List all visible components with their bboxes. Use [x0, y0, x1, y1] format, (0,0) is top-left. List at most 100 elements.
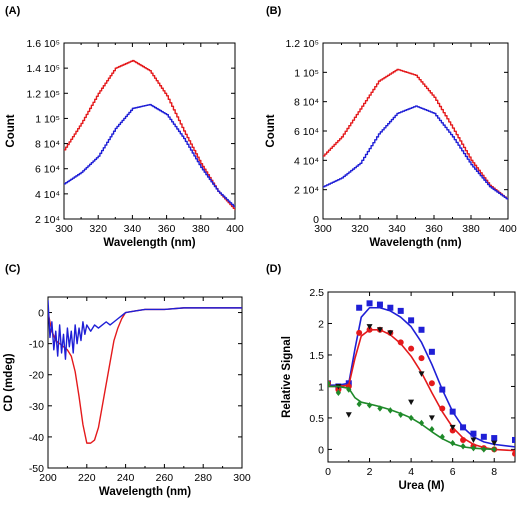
data-point-square	[470, 430, 477, 437]
data-point-square	[408, 317, 415, 324]
x-axis-label: Urea (M)	[398, 480, 444, 492]
y-axis-label: Relative Signal	[281, 336, 293, 418]
y-tick-label: 2 10⁴	[35, 214, 60, 226]
data-point-square	[512, 436, 515, 443]
data-point-square	[460, 424, 467, 431]
y-tick-label: -50	[29, 463, 44, 475]
data-point-triangle	[428, 415, 435, 421]
data-point-square	[439, 386, 446, 393]
panel-label: (A)	[5, 5, 21, 17]
panel-a: (A) 300 320 340 360 380 400 2 10⁴ 4 10⁴ 6 10⁴ 8 10…	[5, 5, 244, 249]
x-tick-label: 4	[408, 466, 414, 478]
data-point-square	[449, 408, 456, 415]
data-point-square	[428, 348, 435, 355]
series-line-0	[64, 59, 235, 211]
y-tick-label: 6 10⁴	[35, 164, 60, 176]
data-point-diamond	[398, 411, 404, 418]
y-tick-label: 8 10⁴	[35, 139, 60, 151]
y-tick-label: -40	[29, 432, 44, 444]
data-point-diamond	[356, 400, 362, 408]
panel-label: (D)	[266, 263, 282, 275]
panel-c: (C) 200 220 240 260 280 300 0 -10 -20 -30 -40 -50 Wav…	[3, 263, 251, 498]
x-tick-label: 8	[491, 466, 497, 478]
data-point-circle	[439, 405, 446, 412]
data-point-square	[480, 433, 487, 440]
y-tick-label: 2.5	[309, 287, 324, 299]
x-tick-label: 300	[55, 223, 73, 235]
data-point-triangle	[449, 424, 456, 431]
x-axis-label: Wavelength (nm)	[103, 237, 195, 249]
y-tick-label: 8 10⁴	[294, 97, 319, 109]
y-tick-label: 0.5	[309, 413, 324, 425]
x-tick-label: 6	[450, 466, 456, 478]
y-tick-label: 1	[318, 381, 324, 393]
y-tick-label: 2	[318, 318, 324, 330]
data-point-diamond	[460, 443, 466, 450]
plot-frame	[327, 291, 516, 463]
y-axis-label: Count	[265, 114, 277, 147]
y-tick-label: 1.2 10⁵	[26, 88, 60, 100]
panel-label: (B)	[266, 5, 282, 17]
fit-line-1	[328, 328, 515, 452]
y-tick-label: 1.4 10⁵	[26, 63, 60, 75]
data-point-triangle	[366, 324, 373, 330]
y-tick-label: 4 10⁴	[35, 189, 60, 201]
data-point-diamond	[429, 426, 435, 433]
data-point-square	[366, 300, 373, 307]
y-tick-label: 0	[38, 308, 44, 320]
data-point-square	[376, 301, 383, 308]
x-tick-label: 300	[233, 472, 251, 484]
data-point-square	[356, 304, 363, 311]
series-line-1	[48, 300, 242, 360]
data-point-circle	[512, 450, 515, 457]
data-point-diamond	[450, 439, 456, 447]
x-tick-label: 360	[158, 223, 176, 235]
x-tick-label: 2	[367, 466, 373, 478]
x-axis-label: Wavelength (nm)	[369, 237, 461, 249]
data-point-circle	[366, 326, 373, 333]
y-tick-label: 2 10⁴	[294, 185, 319, 197]
x-tick-label: 0	[325, 466, 331, 478]
data-point-diamond	[418, 419, 425, 427]
x-tick-label: 340	[388, 223, 406, 235]
x-tick-label: 240	[117, 472, 135, 484]
y-tick-label: 1.2 10⁵	[285, 38, 319, 50]
data-point-diamond	[387, 407, 393, 414]
x-tick-label: 360	[425, 223, 443, 235]
y-tick-label: -20	[29, 370, 44, 382]
data-point-circle	[356, 329, 363, 336]
y-tick-label: -10	[29, 339, 44, 351]
y-tick-label: 0	[318, 444, 324, 456]
data-point-circle	[428, 380, 435, 387]
data-point-square	[397, 307, 404, 314]
data-point-diamond	[366, 402, 373, 409]
data-point-diamond	[377, 405, 383, 412]
x-tick-label: 200	[39, 472, 57, 484]
y-tick-label: 1 10⁵	[35, 113, 60, 125]
x-tick-label: 380	[192, 223, 210, 235]
data-point-diamond	[408, 414, 414, 422]
y-tick-label: 1 10⁵	[294, 67, 319, 79]
data-point-circle	[460, 436, 467, 443]
x-tick-label: 380	[462, 223, 480, 235]
data-point-circle	[449, 427, 456, 434]
y-tick-label: 1.6 10⁵	[26, 38, 60, 50]
y-tick-label: -30	[29, 401, 44, 413]
x-tick-label: 340	[124, 223, 142, 235]
series-line-1	[64, 103, 235, 208]
x-tick-label: 400	[499, 223, 517, 235]
x-tick-label: 300	[314, 223, 332, 235]
y-tick-label: 1.5	[309, 350, 324, 362]
plot-data	[323, 68, 508, 200]
x-tick-label: 320	[89, 223, 107, 235]
panel-d: (D) 0 2 4 6 8 0 0.5 1 1.5 2 2.5 Urea (M) Relative Sig…	[266, 263, 516, 492]
y-tick-label: 4 10⁴	[294, 155, 319, 167]
plot-frame	[322, 42, 509, 220]
series-line-0	[48, 307, 242, 444]
data-point-square	[418, 326, 425, 333]
data-point-triangle	[345, 412, 352, 418]
data-point-triangle	[470, 437, 477, 443]
x-tick-label: 220	[78, 472, 96, 484]
data-point-triangle	[376, 327, 383, 333]
plot-data	[48, 300, 242, 444]
